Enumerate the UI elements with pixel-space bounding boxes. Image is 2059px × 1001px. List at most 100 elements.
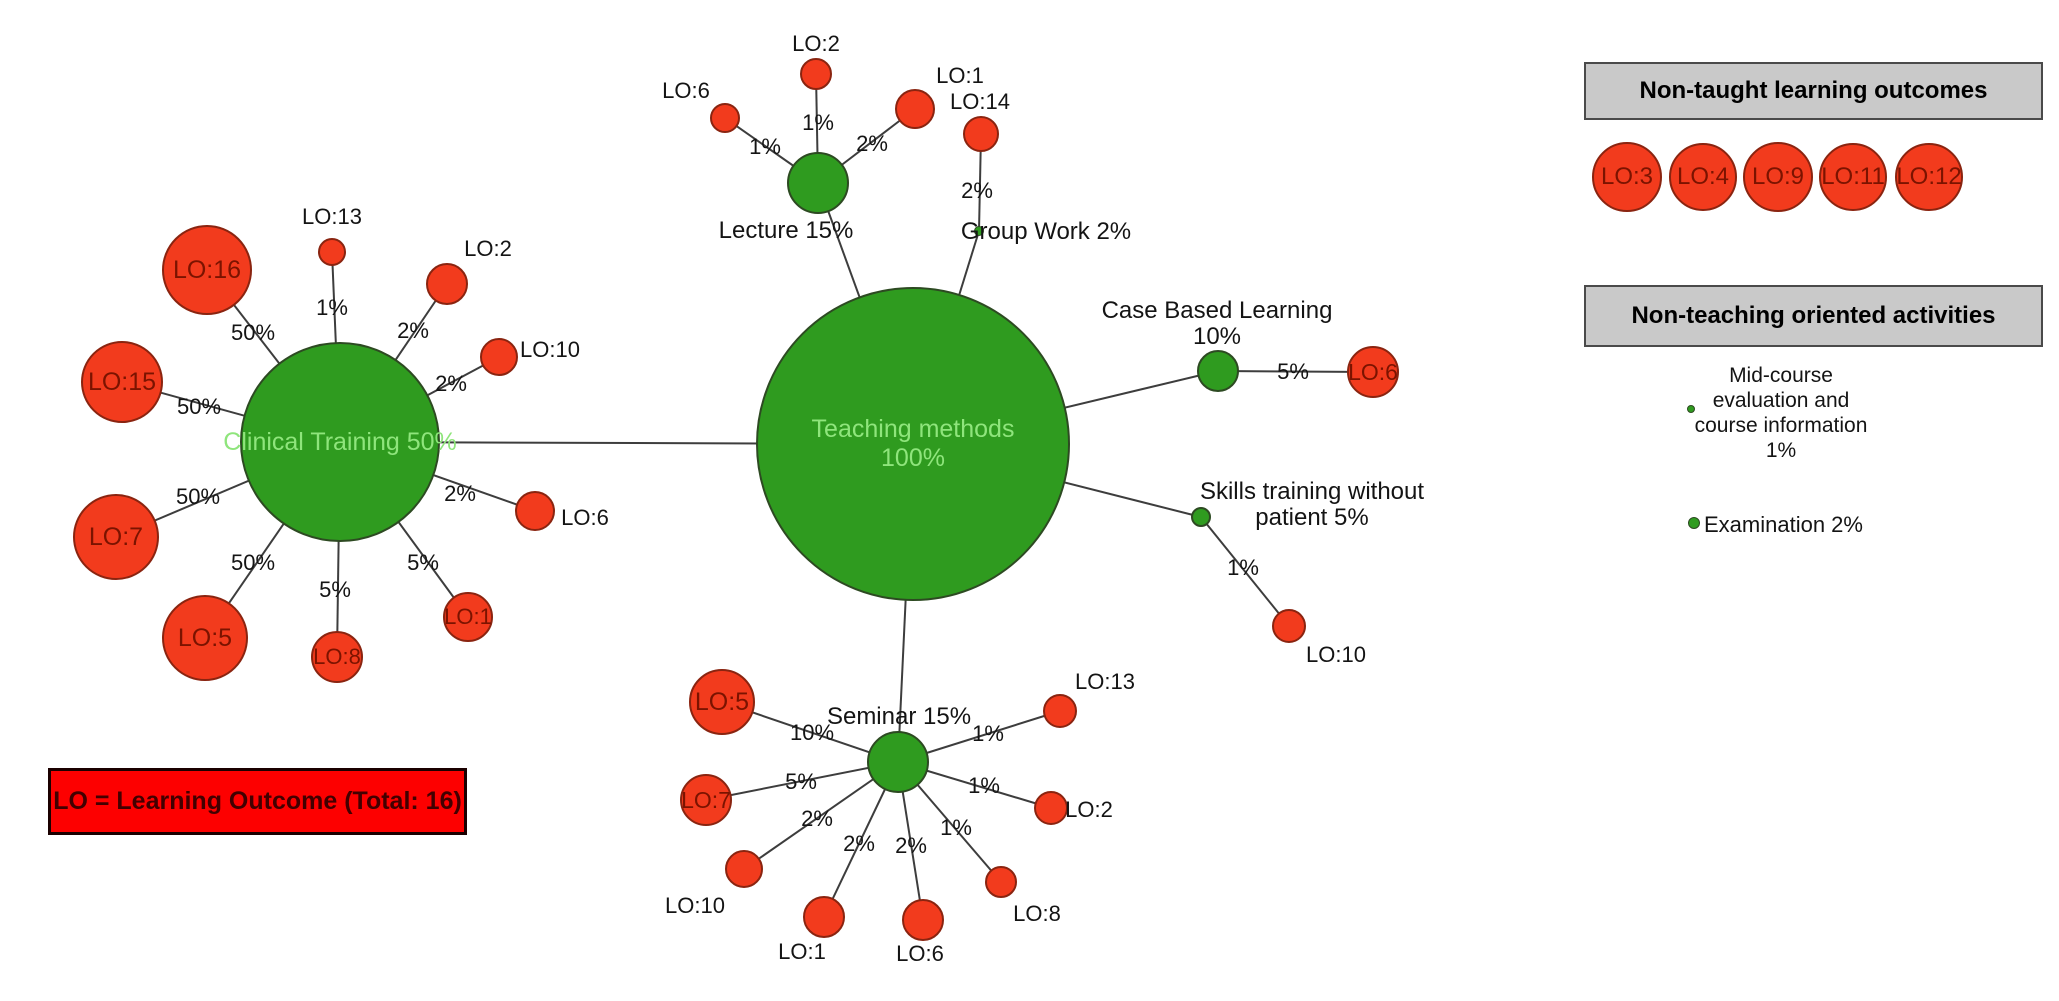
- node-nt-lo3: LO:3: [1592, 142, 1662, 212]
- node-label-se-lo10: LO:10: [665, 893, 725, 918]
- non-taught-header: Non-taught learning outcomes: [1584, 62, 2043, 120]
- midcourse-line-1: Mid-course: [1729, 364, 1833, 387]
- node-groupwork: [974, 226, 984, 236]
- node-lecture: [787, 152, 849, 214]
- edge-seminar-se-lo7: [705, 761, 899, 801]
- edge-label-clinical-c-lo1: 5%: [407, 550, 439, 575]
- node-clinical: Clinical Training 50%: [223, 342, 457, 542]
- node-se-lo2: [1034, 791, 1068, 825]
- legend-box: LO = Learning Outcome (Total: 16): [48, 768, 467, 835]
- node-seminar: [867, 731, 929, 793]
- node-nt-lo9-label: LO:9: [1751, 163, 1805, 191]
- node-label-se-lo6: LO:6: [896, 941, 944, 966]
- edge-label-seminar-se-lo2: 1%: [968, 773, 1000, 798]
- groupwork-title-line: Group Work 2%: [960, 218, 1132, 245]
- node-teaching: Teaching methods 100%: [756, 287, 1070, 601]
- node-l-lo1: [895, 89, 935, 129]
- cbl-title-line: Case Based Learning: [1101, 297, 1333, 324]
- node-label-s-lo10: LO:10: [1306, 642, 1366, 667]
- edge-label-clinical-c-lo2: 2%: [397, 318, 429, 343]
- groupwork-title: Group Work 2%: [961, 219, 1131, 245]
- node-mid-dot: [1687, 405, 1695, 413]
- node-se-lo13: [1043, 694, 1077, 728]
- node-c-lo16-label: LO:16: [172, 255, 242, 284]
- node-nt-lo4-label: LO:4: [1676, 163, 1730, 191]
- node-cbl: [1197, 350, 1239, 392]
- node-cb-lo6-label: LO:6: [1348, 358, 1398, 385]
- node-c-lo15-label: LO:15: [87, 367, 157, 396]
- node-label-se-lo13: LO:13: [1075, 669, 1135, 694]
- edge-label-lecture-l-lo1: 2%: [856, 131, 888, 156]
- node-cb-lo6: LO:6: [1347, 346, 1399, 398]
- node-label-l-lo2: LO:2: [792, 31, 840, 56]
- node-teaching-label: 100%: [881, 444, 945, 472]
- midcourse-line-2: evaluation and: [1712, 389, 1850, 412]
- edge-skills-s-lo10: [1200, 516, 1290, 627]
- edge-label-seminar-se-lo8: 1%: [940, 815, 972, 840]
- edge-label-clinical-c-lo10: 2%: [435, 371, 467, 396]
- node-se-lo7: LO:7: [680, 774, 732, 826]
- edge-label-lecture-l-lo6: 1%: [749, 134, 781, 159]
- node-c-lo8: LO:8: [311, 631, 363, 683]
- node-label-se-lo8: LO:8: [1013, 901, 1061, 926]
- edge-label-skills-s-lo10: 1%: [1227, 555, 1259, 580]
- node-nt-lo11: LO:11: [1819, 143, 1887, 211]
- midcourse-activity-label: Mid-course evaluation and course informa…: [1681, 363, 1881, 463]
- node-l-lo6: [710, 103, 740, 133]
- node-g-lo14: [963, 116, 999, 152]
- node-c-lo2: [426, 263, 468, 305]
- node-c-lo1-label: LO:1: [444, 604, 492, 630]
- node-se-lo7-label: LO:7: [681, 786, 731, 813]
- edge-label-seminar-se-lo1: 2%: [843, 831, 875, 856]
- edge-label-groupwork-g-lo14: 2%: [961, 178, 993, 203]
- node-se-lo6: [902, 899, 944, 941]
- skills-title-line: patient 5%: [1255, 504, 1369, 531]
- non-teaching-header-label: Non-teaching oriented activities: [1631, 302, 1996, 329]
- node-label-g-lo14: LO:14: [950, 89, 1010, 114]
- node-c-lo16: LO:16: [162, 225, 252, 315]
- node-c-lo5: LO:5: [162, 595, 248, 681]
- node-nt-lo12-label: LO:12: [1896, 163, 1962, 191]
- node-label-c-lo13: LO:13: [302, 204, 362, 229]
- node-se-lo1: [803, 896, 845, 938]
- edge-label-cbl-cb-lo6: 5%: [1277, 359, 1309, 384]
- edge-label-lecture-l-lo2: 1%: [802, 110, 834, 135]
- node-nt-lo12: LO:12: [1895, 143, 1963, 211]
- node-nt-lo9: LO:9: [1743, 142, 1813, 212]
- node-s-lo10: [1272, 609, 1306, 643]
- edge-label-seminar-se-lo6: 2%: [895, 833, 927, 858]
- edge-label-clinical-c-lo13: 1%: [316, 295, 348, 320]
- legend-text: LO = Learning Outcome (Total: 16): [53, 787, 462, 815]
- midcourse-line-3: course information: [1694, 414, 1868, 437]
- node-l-lo2: [800, 58, 832, 90]
- edge-label-clinical-c-lo7: 50%: [175, 484, 221, 509]
- edge-label-clinical-c-lo6: 2%: [444, 481, 476, 506]
- seminar-title-line: Seminar 15%: [826, 703, 972, 730]
- midcourse-line-4: 1%: [1765, 439, 1797, 462]
- node-se-lo5: LO:5: [689, 669, 755, 735]
- examination-activity-label: Examination 2%: [1704, 512, 1863, 537]
- node-clinical-label: Clinical Training 50%: [223, 427, 457, 456]
- edge-label-seminar-se-lo5: 10%: [789, 720, 835, 745]
- edge-label-clinical-c-lo16: 50%: [230, 320, 276, 345]
- node-c-lo13: [318, 238, 346, 266]
- node-label-c-lo10: LO:10: [520, 337, 580, 362]
- node-c-lo7: LO:7: [73, 494, 159, 580]
- skills-title-line: Skills training without: [1199, 478, 1425, 505]
- node-c-lo15: LO:15: [81, 341, 163, 423]
- lecture-title-line: Lecture 15%: [718, 217, 854, 244]
- cbl-title: Case Based Learning 10%: [1102, 298, 1333, 350]
- non-taught-header-label: Non-taught learning outcomes: [1639, 77, 1988, 104]
- non-teaching-header: Non-teaching oriented activities: [1584, 285, 2043, 347]
- node-c-lo5-label: LO:5: [177, 623, 233, 652]
- node-label-se-lo2: LO:2: [1065, 797, 1113, 822]
- node-label-c-lo2: LO:2: [464, 236, 512, 261]
- edge-label-clinical-c-lo5: 50%: [230, 550, 276, 575]
- edge-label-seminar-se-lo7: 5%: [785, 769, 817, 794]
- node-nt-lo11-label: LO:11: [1821, 163, 1885, 191]
- node-nt-lo4: LO:4: [1669, 143, 1737, 211]
- edge-label-clinical-c-lo8: 5%: [319, 577, 351, 602]
- cbl-title-line: 10%: [1192, 323, 1242, 350]
- skills-title: Skills training without patient 5%: [1200, 479, 1424, 531]
- node-c-lo7-label: LO:7: [88, 522, 144, 551]
